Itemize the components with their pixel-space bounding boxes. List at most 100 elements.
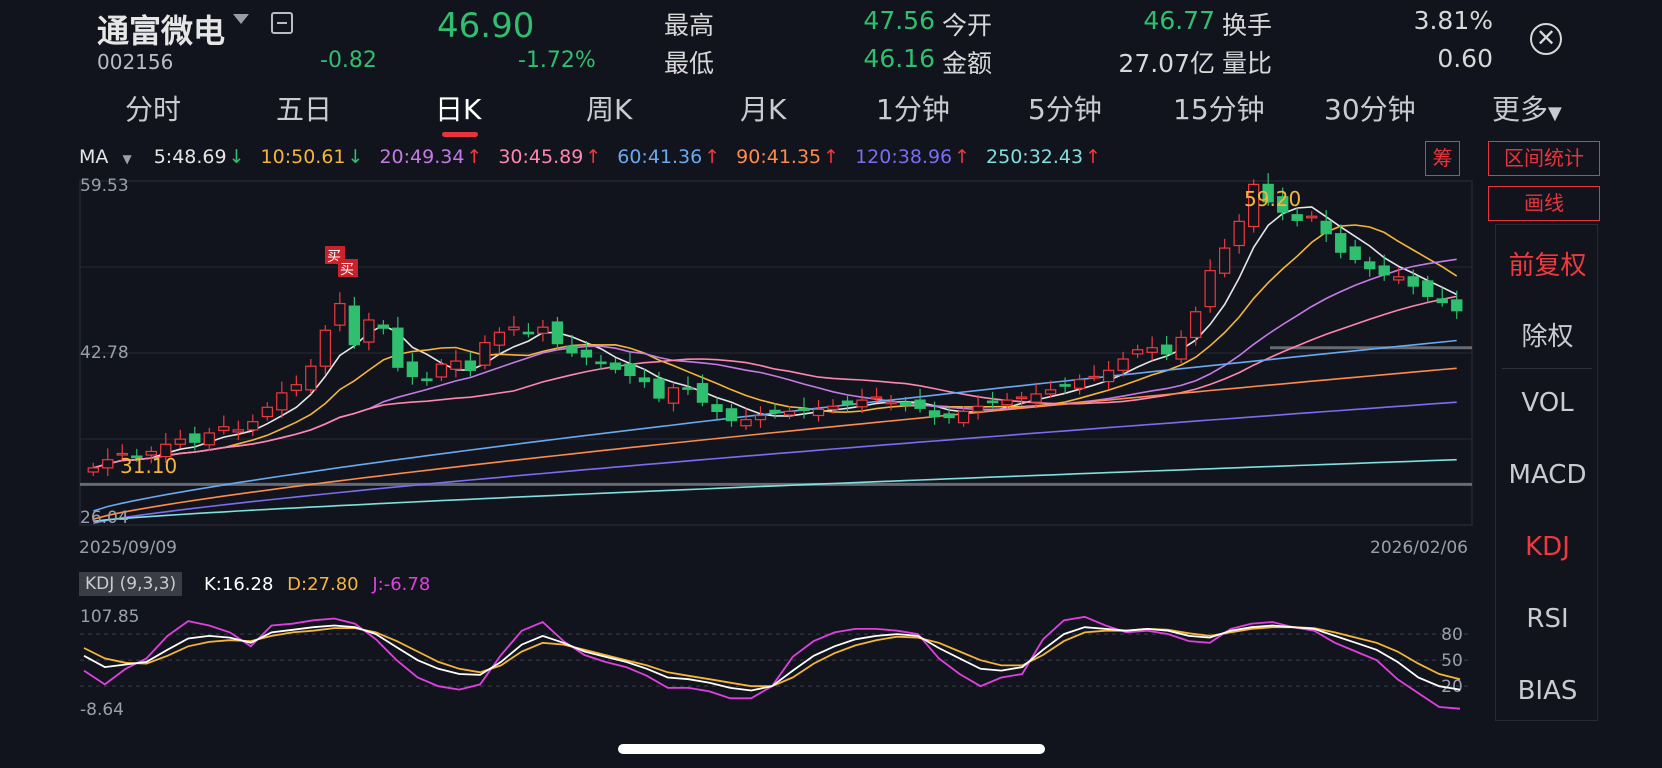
draw-line-button[interactable]: 画线 [1488, 186, 1600, 221]
stock-name[interactable]: 通富微电 [97, 12, 226, 50]
candle-body [1364, 261, 1376, 270]
kdj-level-label: 20 [1441, 677, 1463, 697]
candle-body [232, 429, 244, 433]
candle-body [522, 331, 535, 335]
buy-marker-label: 买 [327, 249, 341, 265]
candle-body [914, 399, 926, 409]
candle-body [435, 363, 448, 378]
candle-body [1451, 299, 1463, 312]
arrow-up-icon: ↑ [466, 146, 483, 168]
side-item-kdj[interactable]: KDJ [1525, 532, 1570, 562]
kdj-y-top-label: 107.85 [80, 607, 139, 627]
y-axis-label: 59.53 [80, 176, 129, 196]
tab-monthly-k[interactable]: 月K [740, 93, 787, 126]
candle-body [363, 319, 375, 343]
candle-body [464, 360, 477, 371]
tab-five-day[interactable]: 五日 [276, 93, 333, 126]
side-item-macd[interactable]: MACD [1508, 460, 1587, 490]
ma-selector[interactable]: MA ▼ [79, 146, 140, 168]
ma-legend-item: 10:50.61 ↓ [261, 146, 372, 168]
candle-body [812, 408, 825, 417]
close-icon[interactable]: ✕ [1530, 23, 1562, 55]
collapse-icon[interactable] [271, 12, 293, 34]
max-price-label: 59.20 [1244, 187, 1301, 211]
side-item-vol[interactable]: VOL [1521, 388, 1574, 418]
candle-body [740, 419, 752, 427]
candle-body [1277, 196, 1289, 213]
stat-label-high: 最高 [664, 11, 715, 40]
side-item-rsi[interactable]: RSI [1526, 604, 1569, 634]
tab-5min[interactable]: 5分钟 [1028, 93, 1102, 126]
arrow-down-icon: ↓ [228, 146, 245, 168]
buy-marker[interactable] [338, 259, 358, 277]
ma-line [93, 401, 1457, 525]
candle-body [580, 349, 593, 358]
range-stats-button[interactable]: 区间统计 [1488, 141, 1600, 176]
candle-body [1218, 247, 1231, 274]
tab-15min[interactable]: 15分钟 [1173, 93, 1265, 126]
ma-legend-item: 90:41.35 ↑ [736, 146, 847, 168]
candlestick-chart[interactable]: 59.53 42.78 26.04 59.20 31.10 买买 [0, 170, 1490, 560]
ma-legend-item: 5:48.69 ↓ [154, 146, 253, 168]
kdj-chart[interactable]: 80 50 20 107.85 -8.64 [0, 596, 1490, 721]
ma-value: 10:50.61 [260, 146, 346, 168]
candle-body [1131, 349, 1144, 355]
candle-body [754, 414, 767, 421]
candle-body [247, 421, 259, 431]
kdj-j-value: J:-6.78 [372, 574, 431, 595]
tab-weekly-k[interactable]: 周K [586, 93, 633, 126]
candle-body [145, 450, 157, 456]
candle-body [638, 377, 651, 383]
divider [1502, 368, 1592, 369]
candle-body [986, 400, 999, 404]
candle-body [1247, 183, 1260, 228]
arrow-up-icon: ↑ [585, 146, 602, 168]
candle-body [1306, 215, 1318, 219]
side-item-bias[interactable]: BIAS [1517, 676, 1578, 706]
candle-body [856, 399, 868, 408]
candle-body [1436, 298, 1448, 304]
ma-value: 30:45.89 [498, 146, 584, 168]
candle-body [276, 392, 288, 411]
candle-body [1189, 311, 1202, 339]
candle-body [1044, 389, 1057, 395]
candle-body [1349, 246, 1361, 260]
candle-body [203, 432, 215, 446]
candle-body [1030, 393, 1042, 403]
candle-body [667, 387, 680, 404]
tab-more[interactable]: 更多▼ [1492, 88, 1562, 128]
price-change-percent: -1.72% [518, 48, 596, 73]
ma-legend-item: 60:41.36 ↑ [617, 146, 728, 168]
tab-daily-k[interactable]: 日K [435, 93, 482, 126]
indicator-side-panel: 前复权 除权 VOL MACD KDJ RSI BIAS [1495, 224, 1598, 721]
side-item-ex-rights[interactable]: 除权 [1521, 322, 1574, 352]
caret-down-icon: ▼ [122, 152, 132, 166]
side-item-forward-adjust[interactable]: 前复权 [1508, 251, 1587, 281]
arrow-down-icon: ↓ [347, 146, 364, 168]
chip-distribution-button[interactable]: 筹 [1425, 141, 1460, 176]
kdj-level-label: 80 [1441, 625, 1463, 645]
kdj-y-bottom-label: -8.64 [80, 700, 124, 720]
candle-body [87, 467, 99, 473]
candle-body [493, 331, 506, 346]
tab-30min[interactable]: 30分钟 [1324, 93, 1416, 126]
candle-body [1015, 396, 1028, 400]
candle-body [899, 401, 912, 406]
chevron-down-icon[interactable] [233, 14, 249, 24]
tab-1min[interactable]: 1分钟 [876, 93, 950, 126]
kdj-level-label: 50 [1441, 651, 1463, 671]
kdj-d-value: D:27.80 [287, 574, 359, 595]
home-indicator[interactable] [618, 744, 1045, 754]
candle-body [1291, 214, 1303, 221]
tab-intraday[interactable]: 分时 [125, 93, 182, 126]
candle-body [1160, 344, 1173, 355]
candle-body [102, 459, 114, 469]
ma-line [93, 206, 1458, 469]
candle-body [1422, 280, 1434, 297]
candle-body [305, 365, 317, 391]
kdj-indicator-tag[interactable]: KDJ (9,3,3) [79, 572, 183, 596]
candle-body [131, 455, 143, 459]
buy-marker-label: 买 [340, 262, 354, 278]
candle-body [189, 433, 201, 443]
candle-body [334, 302, 346, 326]
